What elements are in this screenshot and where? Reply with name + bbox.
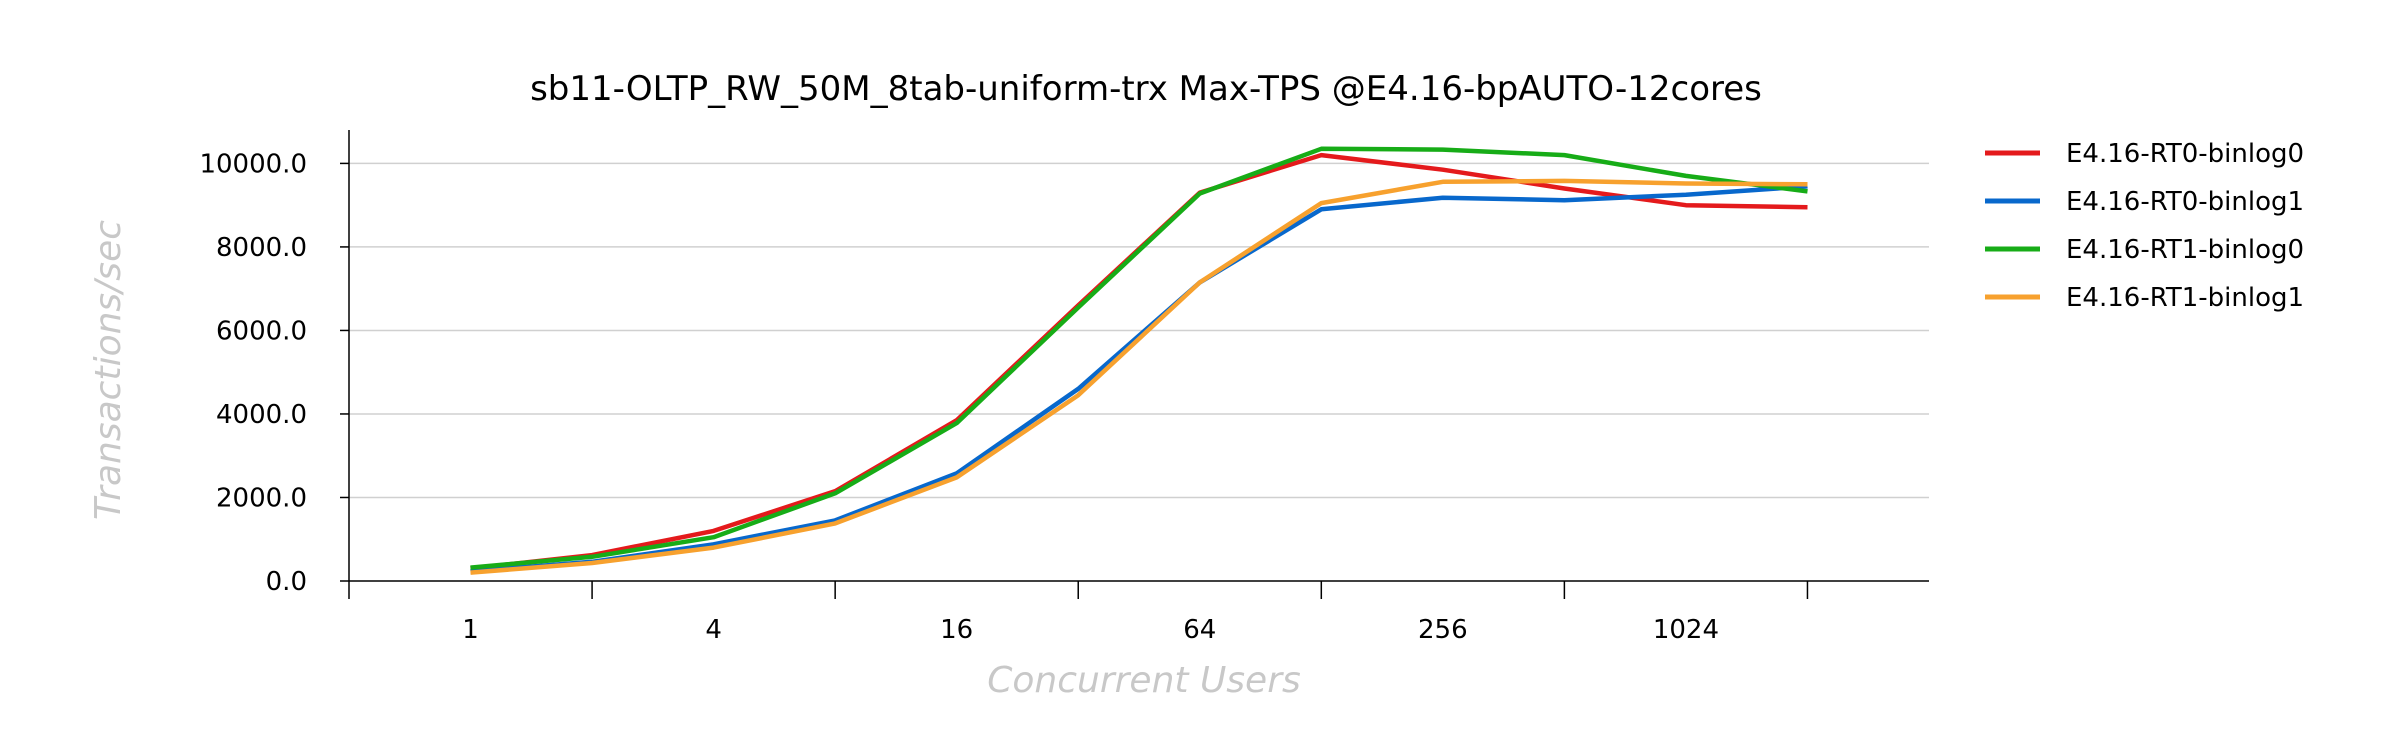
series-line — [470, 178, 1808, 575]
legend-item: E4.16-RT1-binlog1 — [1985, 283, 2304, 313]
chart-title: sb11-OLTP_RW_50M_8tab-uniform-trx Max-TP… — [530, 69, 1762, 109]
y-tick-label: 8000.0 — [216, 233, 307, 263]
grid — [349, 162, 1929, 499]
legend-item: E4.16-RT1-binlog0 — [1985, 235, 2304, 265]
y-tick-label: 2000.0 — [216, 483, 307, 513]
series-line — [470, 152, 1808, 571]
axes — [340, 130, 1929, 599]
x-tick-label: 256 — [1418, 615, 1468, 645]
legend-label: E4.16-RT0-binlog1 — [2066, 187, 2304, 217]
legend: E4.16-RT0-binlog0 E4.16-RT0-binlog1 E4.16-… — [1985, 139, 2304, 313]
y-tick-label: 6000.0 — [216, 316, 307, 346]
y-tick-label: 0.0 — [266, 567, 307, 597]
legend-label: E4.16-RT1-binlog0 — [2066, 235, 2304, 265]
x-axis-label: Concurrent Users — [987, 660, 1301, 701]
y-axis-label: Transactions/sec — [88, 220, 129, 520]
legend-item: E4.16-RT0-binlog1 — [1985, 187, 2304, 217]
x-tick-labels: 1 4 16 64 256 1024 — [462, 615, 1719, 645]
y-tick-label: 4000.0 — [216, 400, 307, 430]
x-tick-label: 4 — [705, 615, 722, 645]
x-tick-label: 1024 — [1653, 615, 1719, 645]
x-tick-label: 16 — [940, 615, 973, 645]
y-tick-label: 10000.0 — [199, 149, 307, 179]
legend-item: E4.16-RT0-binlog0 — [1985, 139, 2304, 169]
legend-label: E4.16-RT0-binlog0 — [2066, 139, 2304, 169]
legend-label: E4.16-RT1-binlog1 — [2066, 283, 2304, 313]
y-tick-labels: 0.0 2000.0 4000.0 6000.0 8000.0 10000.0 — [199, 149, 307, 597]
series-line — [470, 184, 1808, 574]
series-lines — [470, 146, 1808, 575]
x-tick-label: 64 — [1183, 615, 1216, 645]
series-line — [470, 146, 1808, 570]
x-tick-label: 1 — [462, 615, 479, 645]
